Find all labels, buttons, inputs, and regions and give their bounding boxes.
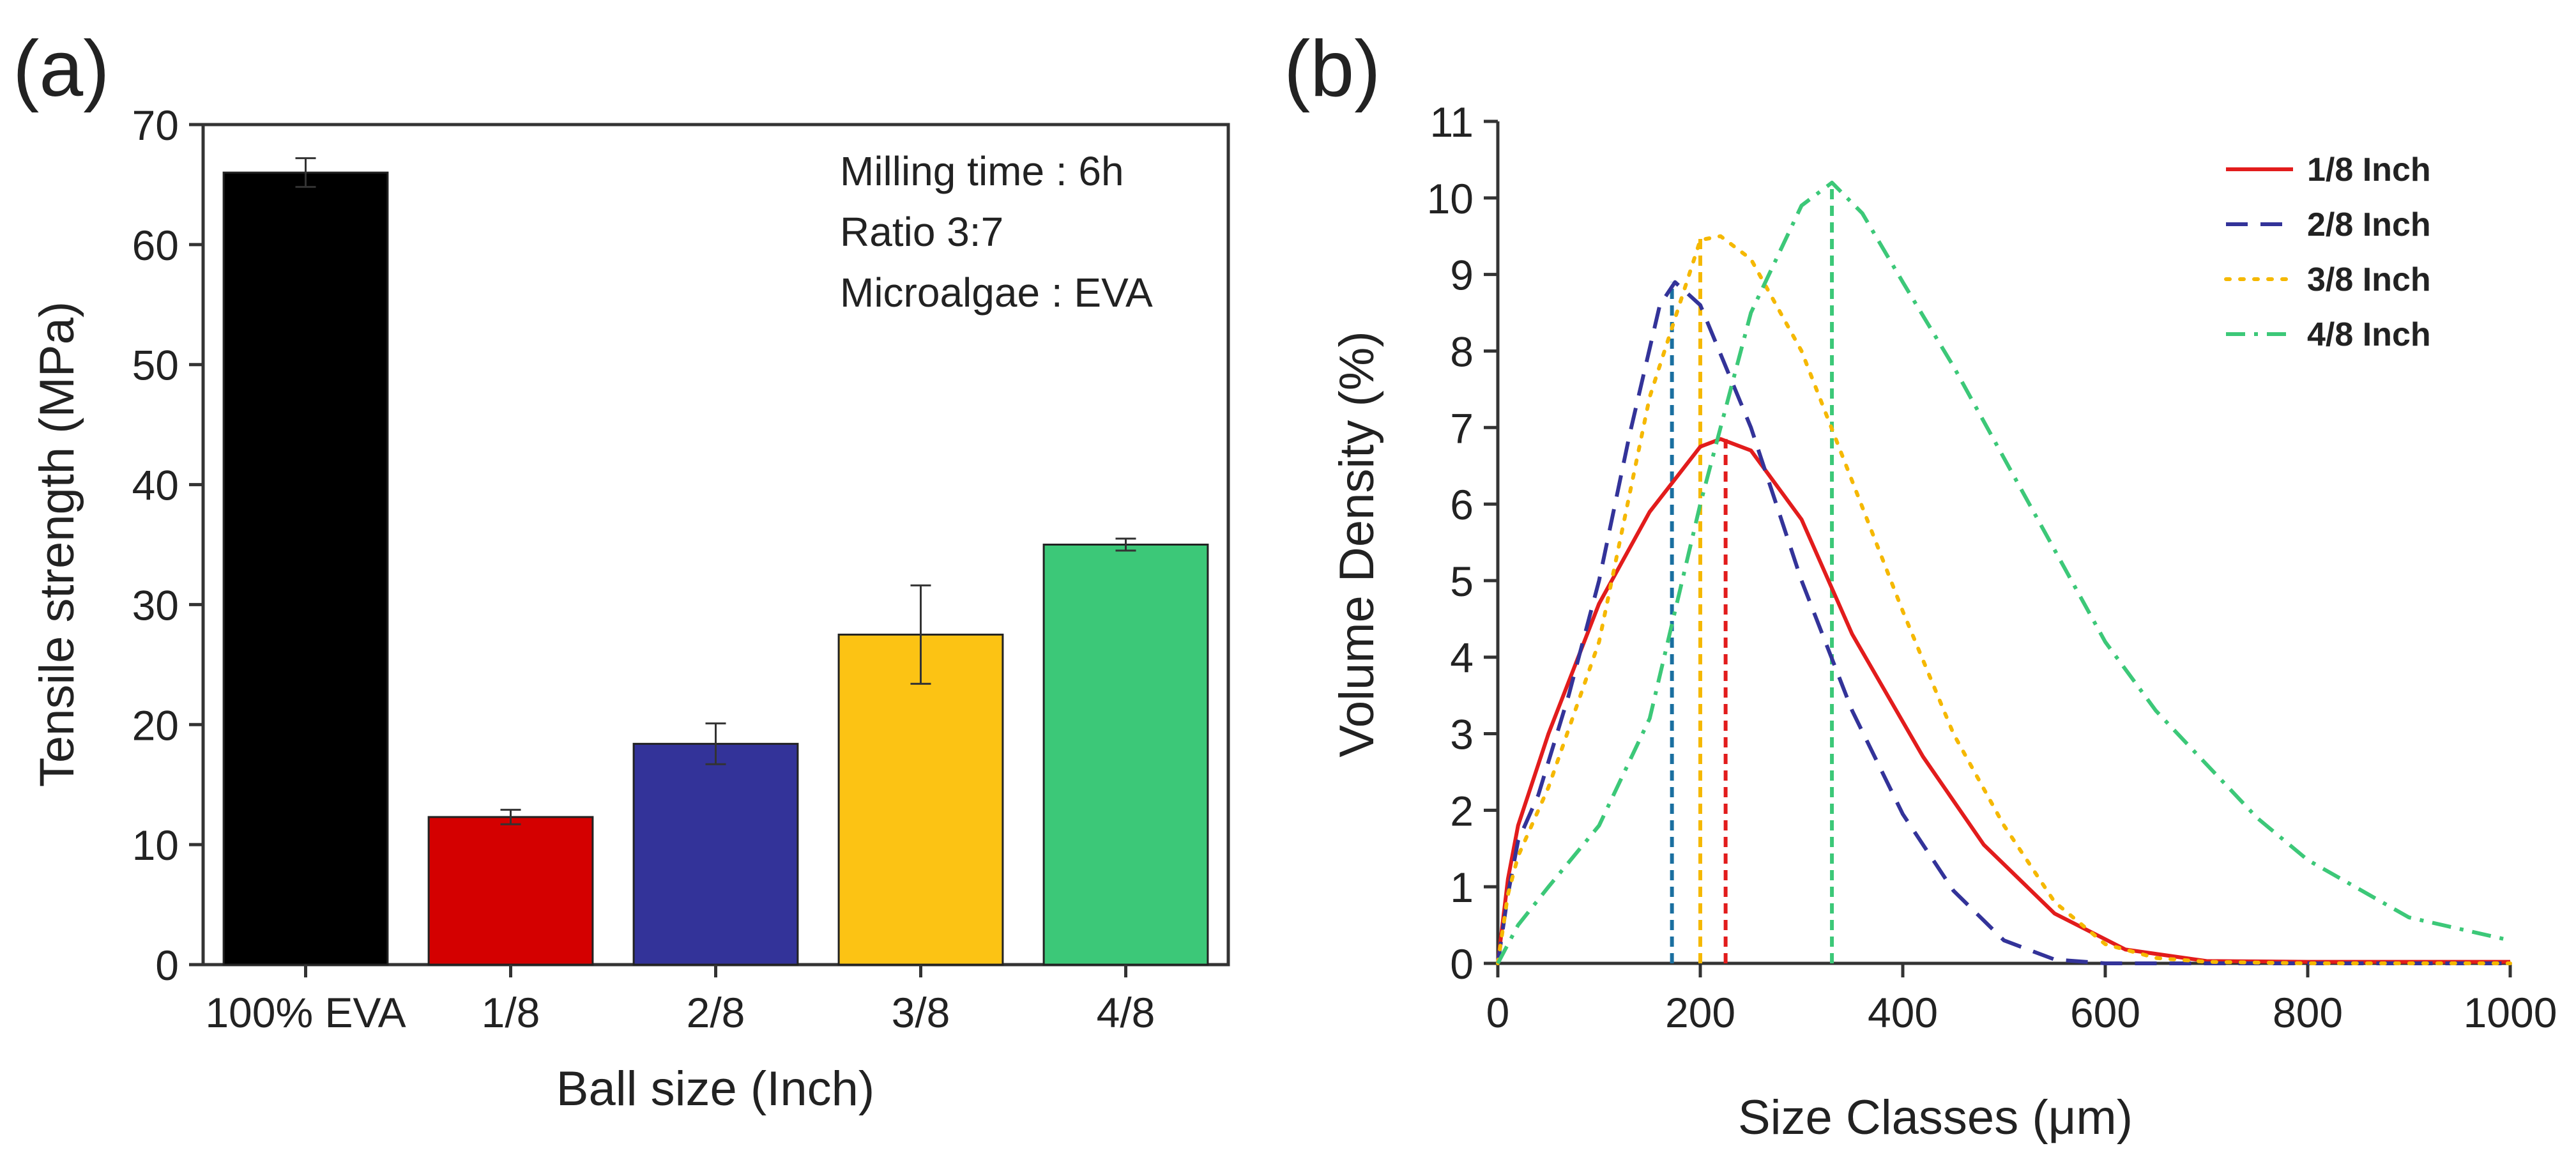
- y-tick-label-b: 9: [1450, 252, 1474, 299]
- legend-label-4: 4/8 Inch: [2307, 316, 2431, 353]
- y-tick-label-a: 20: [132, 701, 179, 749]
- bar-4: [837, 633, 1004, 966]
- y-tick-label-a: 50: [132, 342, 179, 389]
- y-tick-label-b: 11: [1429, 98, 1474, 146]
- series-line-1: [1496, 437, 2510, 964]
- y-tick-label-a: 60: [132, 222, 179, 269]
- x-axis-a: 100% EVA 1/8 2/8 3/8 4/8: [205, 965, 1155, 1036]
- chart-b: (b) 0 1 2 3 4 5 6 7 8 9 10 11 0 200 400 600 800 1000 1/8 …: [1284, 25, 2557, 1145]
- y-tick-label-b: 2: [1450, 787, 1474, 834]
- legend-b: 1/8 Inch 2/8 Inch 3/8 Inch 4/8 Inch: [2224, 151, 2431, 353]
- chart-a: (a) 0 10 20 30 40 50 60 70 100% EVA 1/8 2/8 3/8 4/8…: [13, 25, 1230, 1116]
- x-axis-title-a: Ball size (Inch): [556, 1062, 874, 1116]
- annotation-ratio: Ratio 3:7: [840, 209, 1003, 255]
- y-tick-label-a: 0: [155, 942, 179, 989]
- panel-label-b: (b): [1284, 25, 1381, 113]
- legend-label-2: 2/8 Inch: [2307, 206, 2431, 243]
- x-axis-title-b-prefix: Size Classes (: [1738, 1090, 2048, 1145]
- peak-markers-b: [1670, 182, 1834, 963]
- y-tick-label-a: 40: [132, 462, 179, 509]
- x-tick-label-a: 3/8: [892, 989, 950, 1036]
- panel-label-a: (a): [13, 25, 110, 113]
- series-line-3: [1496, 234, 2512, 965]
- bar-1: [222, 171, 389, 966]
- y-axis-title-b: Volume Density (%): [1330, 331, 1384, 757]
- y-tick-label-b: 1: [1450, 864, 1474, 911]
- x-tick-label-b: 1000: [2464, 989, 2557, 1036]
- bar-5: [1042, 544, 1209, 966]
- x-tick-label-a: 1/8: [482, 989, 540, 1036]
- x-tick-label-b: 200: [1665, 989, 1735, 1036]
- series-line-4: [1496, 180, 2511, 965]
- x-tick-label-b: 400: [1868, 989, 1938, 1036]
- y-tick-label-a: 70: [132, 102, 179, 149]
- y-axis-a: 0 10 20 30 40 50 60 70: [132, 102, 203, 989]
- y-tick-label-b: 3: [1450, 711, 1474, 758]
- y-tick-label-b: 7: [1450, 404, 1474, 452]
- bar-3: [632, 742, 799, 966]
- x-tick-label-a: 100% EVA: [205, 989, 406, 1036]
- x-tick-label-b: 800: [2273, 989, 2343, 1036]
- series-line-2: [1496, 280, 2510, 965]
- y-tick-label-b: 0: [1450, 940, 1474, 988]
- series-lines-b: [1496, 180, 2512, 965]
- legend-label-3: 3/8 Inch: [2307, 261, 2431, 298]
- annotation-milling-time: Milling time : 6h: [840, 148, 1124, 194]
- x-tick-label-a: 4/8: [1097, 989, 1155, 1036]
- y-tick-label-b: 6: [1450, 481, 1474, 528]
- y-tick-label-b: 8: [1450, 328, 1474, 375]
- axes-b: 0 1 2 3 4 5 6 7 8 9 10 11 0 200 400 600 800 1000: [1427, 98, 2557, 1036]
- bars-a: [222, 157, 1209, 966]
- y-tick-label-b: 4: [1450, 634, 1474, 682]
- legend-label-1: 1/8 Inch: [2307, 151, 2431, 188]
- y-tick-label-a: 10: [132, 822, 179, 869]
- annotation-materials: Microalgae : EVA: [840, 270, 1153, 316]
- x-axis-title-b: Size Classes (μm): [1738, 1090, 2133, 1145]
- y-tick-label-a: 30: [132, 581, 179, 629]
- y-axis-title-a: Tensile strength (MPa): [30, 302, 84, 787]
- x-axis-title-b-unit: μm: [2048, 1090, 2117, 1145]
- x-tick-label-b: 600: [2070, 989, 2140, 1036]
- x-axis-title-b-suffix: ): [2117, 1090, 2133, 1145]
- y-tick-label-b: 10: [1427, 175, 1474, 222]
- x-tick-label-a: 2/8: [687, 989, 745, 1036]
- y-tick-label-b: 5: [1450, 558, 1474, 605]
- x-tick-label-b: 0: [1486, 989, 1510, 1036]
- bar-2: [427, 816, 594, 966]
